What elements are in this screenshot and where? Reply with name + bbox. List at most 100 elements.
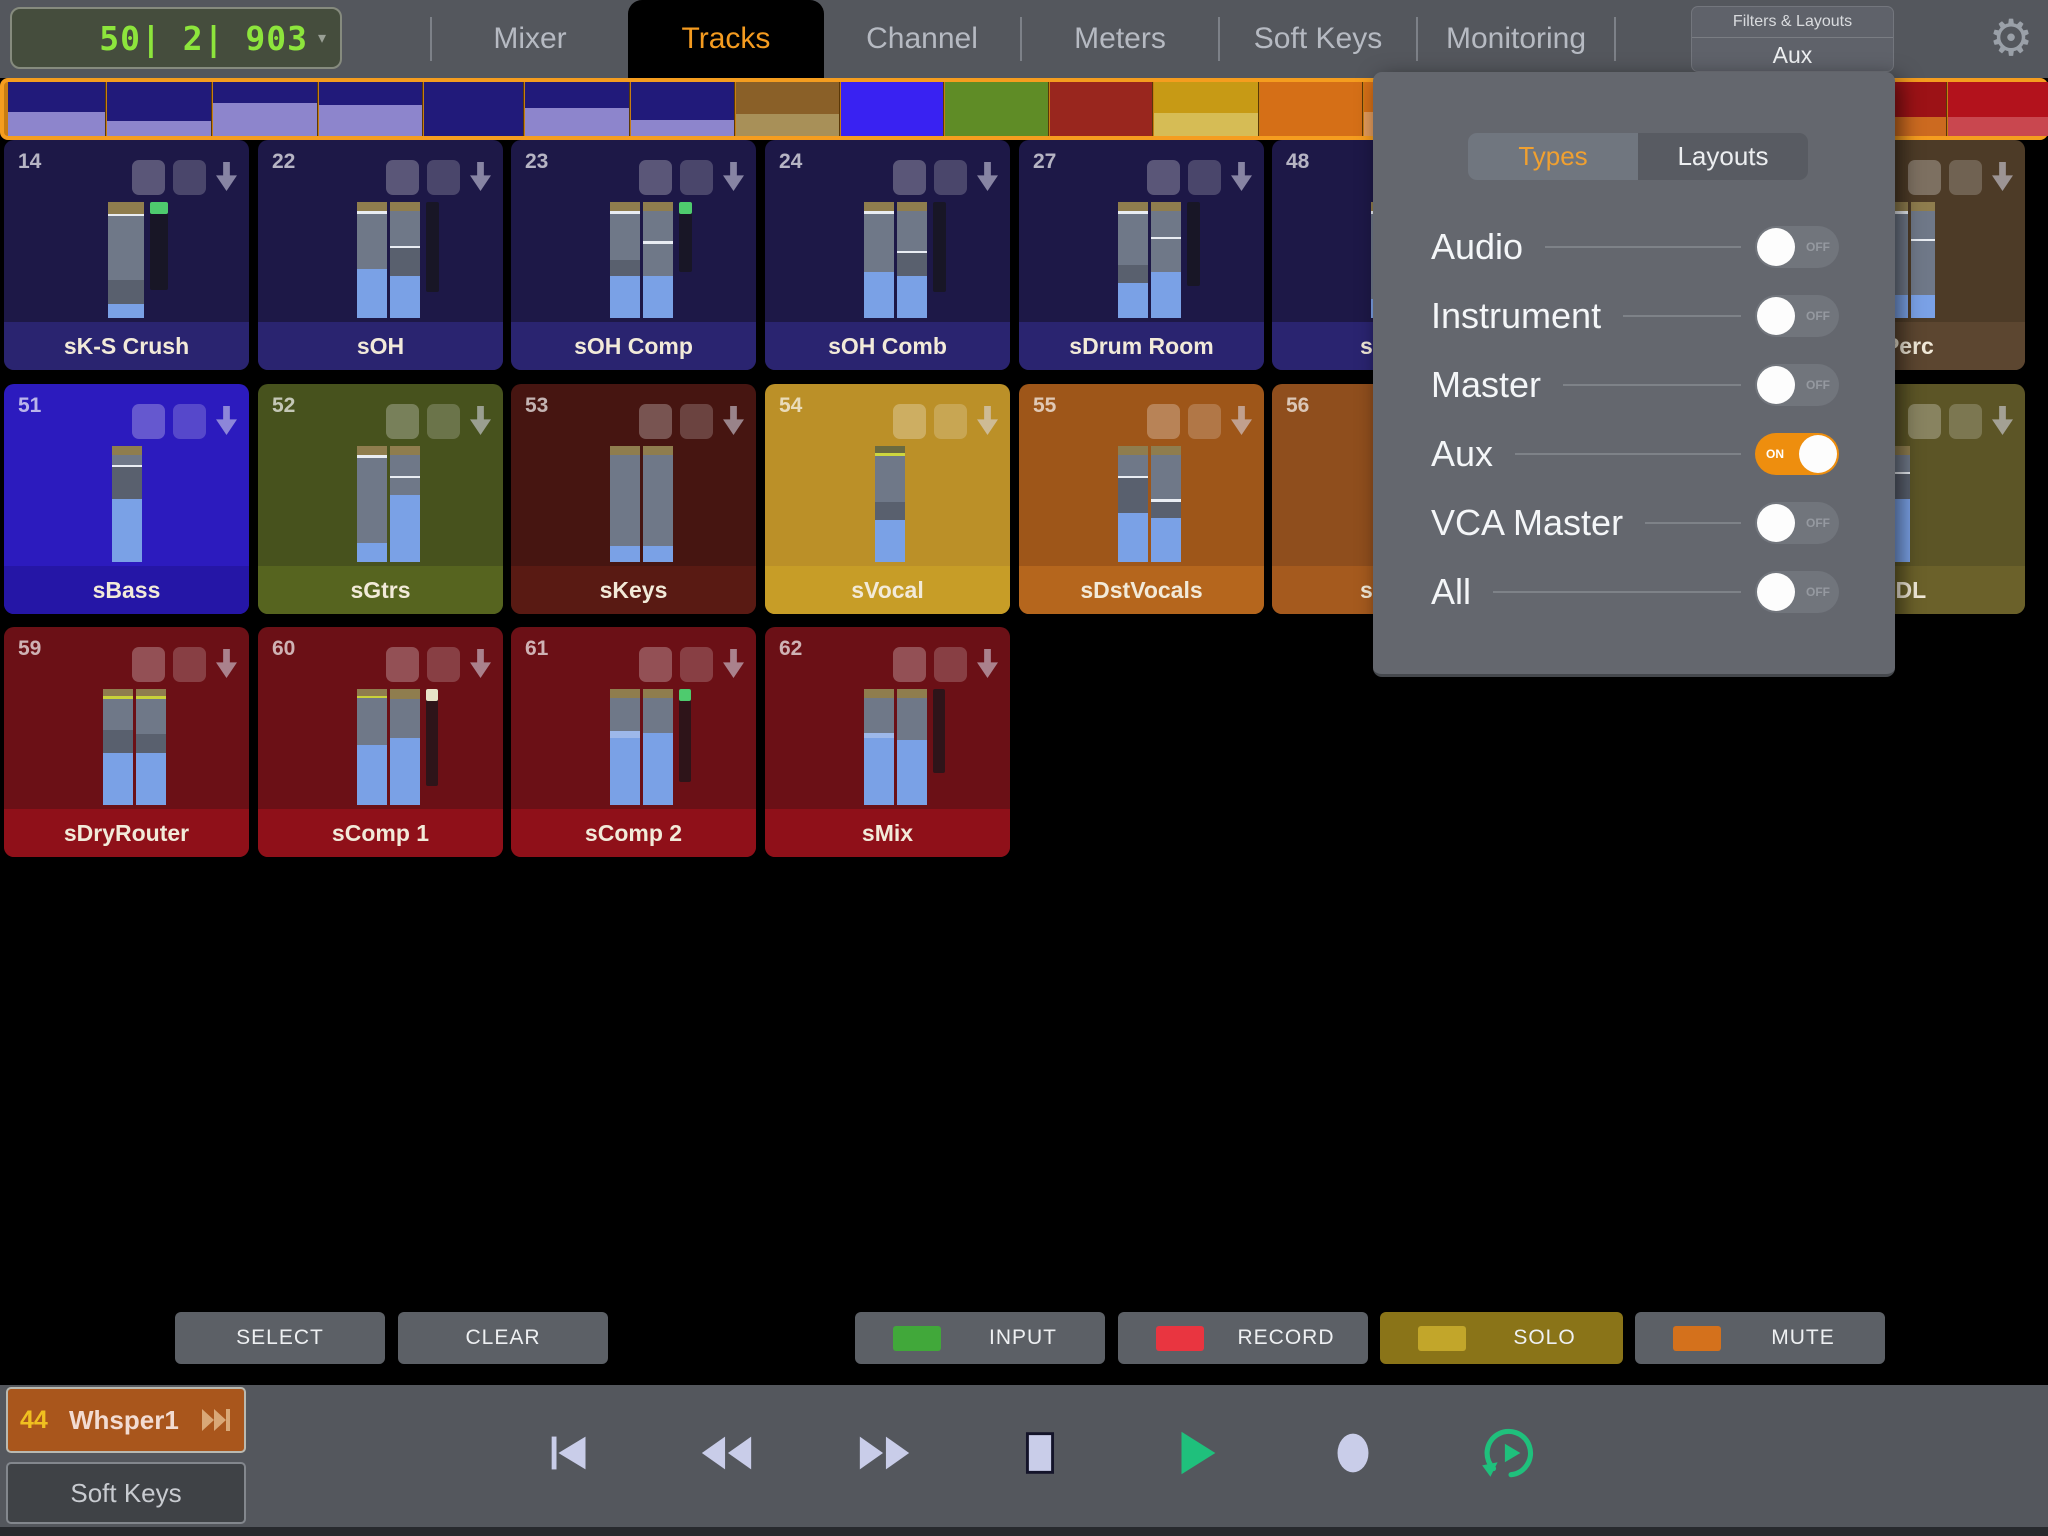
fader-bar[interactable] <box>1151 446 1181 562</box>
track-button-1[interactable] <box>1147 404 1180 439</box>
input-monitor-arrow-icon[interactable] <box>977 649 998 678</box>
input-monitor-arrow-icon[interactable] <box>723 406 744 435</box>
fader-bar[interactable] <box>108 202 144 318</box>
strip-segment[interactable] <box>525 82 629 136</box>
track-button-1[interactable] <box>639 404 672 439</box>
track-button-1[interactable] <box>386 160 419 195</box>
return-to-start-button[interactable] <box>540 1424 602 1486</box>
input-monitor-arrow-icon[interactable] <box>1231 162 1252 191</box>
track-tile-27[interactable]: 27 sDrum Room <box>1019 140 1264 370</box>
strip-segment[interactable] <box>8 82 105 136</box>
track-button-1[interactable] <box>893 647 926 682</box>
strip-segment[interactable] <box>841 82 943 136</box>
track-tile-55[interactable]: 55 sDstVocals <box>1019 384 1264 614</box>
record-button[interactable] <box>1322 1424 1384 1486</box>
fader-bar[interactable] <box>610 202 640 318</box>
track-button-2[interactable] <box>427 647 460 682</box>
track-button-1[interactable] <box>132 404 165 439</box>
fader-bar[interactable] <box>357 202 387 318</box>
strip-segment[interactable] <box>319 82 422 136</box>
fader-bar[interactable] <box>1118 202 1148 318</box>
strip-segment[interactable] <box>1886 82 1946 136</box>
record-button[interactable]: RECORD <box>1118 1312 1368 1364</box>
solo-button[interactable]: SOLO <box>1380 1312 1623 1364</box>
soft-keys-button[interactable]: Soft Keys <box>6 1462 246 1524</box>
input-monitor-arrow-icon[interactable] <box>470 162 491 191</box>
input-monitor-arrow-icon[interactable] <box>977 406 998 435</box>
input-button[interactable]: INPUT <box>855 1312 1105 1364</box>
stop-button[interactable] <box>1009 1424 1071 1486</box>
track-button-1[interactable] <box>386 404 419 439</box>
loop-button[interactable] <box>1478 1424 1540 1486</box>
fader-bar[interactable] <box>643 202 673 318</box>
strip-segment[interactable] <box>1260 82 1362 136</box>
fader-bar[interactable] <box>390 689 420 805</box>
strip-segment[interactable] <box>736 82 839 136</box>
track-button-1[interactable] <box>386 647 419 682</box>
toggle-aux[interactable]: ON <box>1755 432 1839 475</box>
popup-tab-layouts[interactable]: Layouts <box>1638 133 1808 180</box>
clear-button[interactable]: CLEAR <box>398 1312 608 1364</box>
track-tile-23[interactable]: 23 sOH Comp <box>511 140 756 370</box>
input-monitor-arrow-icon[interactable] <box>1231 406 1252 435</box>
track-button-1[interactable] <box>1908 404 1941 439</box>
strip-segment[interactable] <box>1050 82 1152 136</box>
track-button-1[interactable] <box>132 160 165 195</box>
fader-bar[interactable] <box>390 202 420 318</box>
input-monitor-arrow-icon[interactable] <box>216 162 237 191</box>
track-button-1[interactable] <box>893 404 926 439</box>
fader-bar[interactable] <box>897 689 927 805</box>
play-button[interactable] <box>1165 1424 1227 1486</box>
timeline-counter[interactable]: 50| 2| 903 ▾ <box>10 7 342 69</box>
fader-bar[interactable] <box>1911 202 1935 318</box>
track-button-2[interactable] <box>1949 404 1982 439</box>
track-button-2[interactable] <box>173 404 206 439</box>
track-tile-52[interactable]: 52 sGtrs <box>258 384 503 614</box>
track-tile-59[interactable]: 59 sDryRouter <box>4 627 249 857</box>
track-tile-53[interactable]: 53 sKeys <box>511 384 756 614</box>
strip-segment[interactable] <box>945 82 1048 136</box>
strip-segment[interactable] <box>1154 82 1258 136</box>
strip-segment[interactable] <box>424 82 523 136</box>
input-monitor-arrow-icon[interactable] <box>216 406 237 435</box>
track-button-2[interactable] <box>427 404 460 439</box>
tab-channel[interactable]: Channel <box>866 22 978 55</box>
fader-bar[interactable] <box>610 446 640 562</box>
track-tile-24[interactable]: 24 sOH Comb <box>765 140 1010 370</box>
track-button-1[interactable] <box>1908 160 1941 195</box>
tab-mixer[interactable]: Mixer <box>493 22 567 55</box>
fader-bar[interactable] <box>357 689 387 805</box>
toggle-instrument[interactable]: OFF <box>1755 294 1839 337</box>
track-button-2[interactable] <box>680 404 713 439</box>
attention-track-button[interactable]: 44 Whsper1 <box>6 1387 246 1453</box>
fader-bar[interactable] <box>643 446 673 562</box>
fader-bar[interactable] <box>1151 202 1181 318</box>
strip-segment[interactable] <box>1948 82 2048 136</box>
track-button-1[interactable] <box>639 160 672 195</box>
track-button-1[interactable] <box>132 647 165 682</box>
fader-bar[interactable] <box>390 446 420 562</box>
settings-gear-icon[interactable]: ⚙ <box>1988 10 2034 66</box>
fader-bar[interactable] <box>136 689 166 805</box>
input-monitor-arrow-icon[interactable] <box>216 649 237 678</box>
input-monitor-arrow-icon[interactable] <box>977 162 998 191</box>
track-tile-62[interactable]: 62 sMix <box>765 627 1010 857</box>
track-button-2[interactable] <box>1188 404 1221 439</box>
track-button-2[interactable] <box>680 160 713 195</box>
track-button-2[interactable] <box>1949 160 1982 195</box>
track-tile-22[interactable]: 22 sOH <box>258 140 503 370</box>
fader-bar[interactable] <box>357 446 387 562</box>
track-button-2[interactable] <box>427 160 460 195</box>
input-monitor-arrow-icon[interactable] <box>723 649 744 678</box>
strip-segment[interactable] <box>213 82 317 136</box>
track-button-2[interactable] <box>934 647 967 682</box>
track-button-1[interactable] <box>893 160 926 195</box>
tab-tracks[interactable]: Tracks <box>628 0 824 78</box>
track-tile-60[interactable]: 60 sComp 1 <box>258 627 503 857</box>
mute-button[interactable]: MUTE <box>1635 1312 1885 1364</box>
select-button[interactable]: SELECT <box>175 1312 385 1364</box>
track-button-2[interactable] <box>1188 160 1221 195</box>
fast-forward-button[interactable] <box>853 1424 915 1486</box>
toggle-all[interactable]: OFF <box>1755 570 1839 613</box>
tab-monitoring[interactable]: Monitoring <box>1445 22 1587 55</box>
